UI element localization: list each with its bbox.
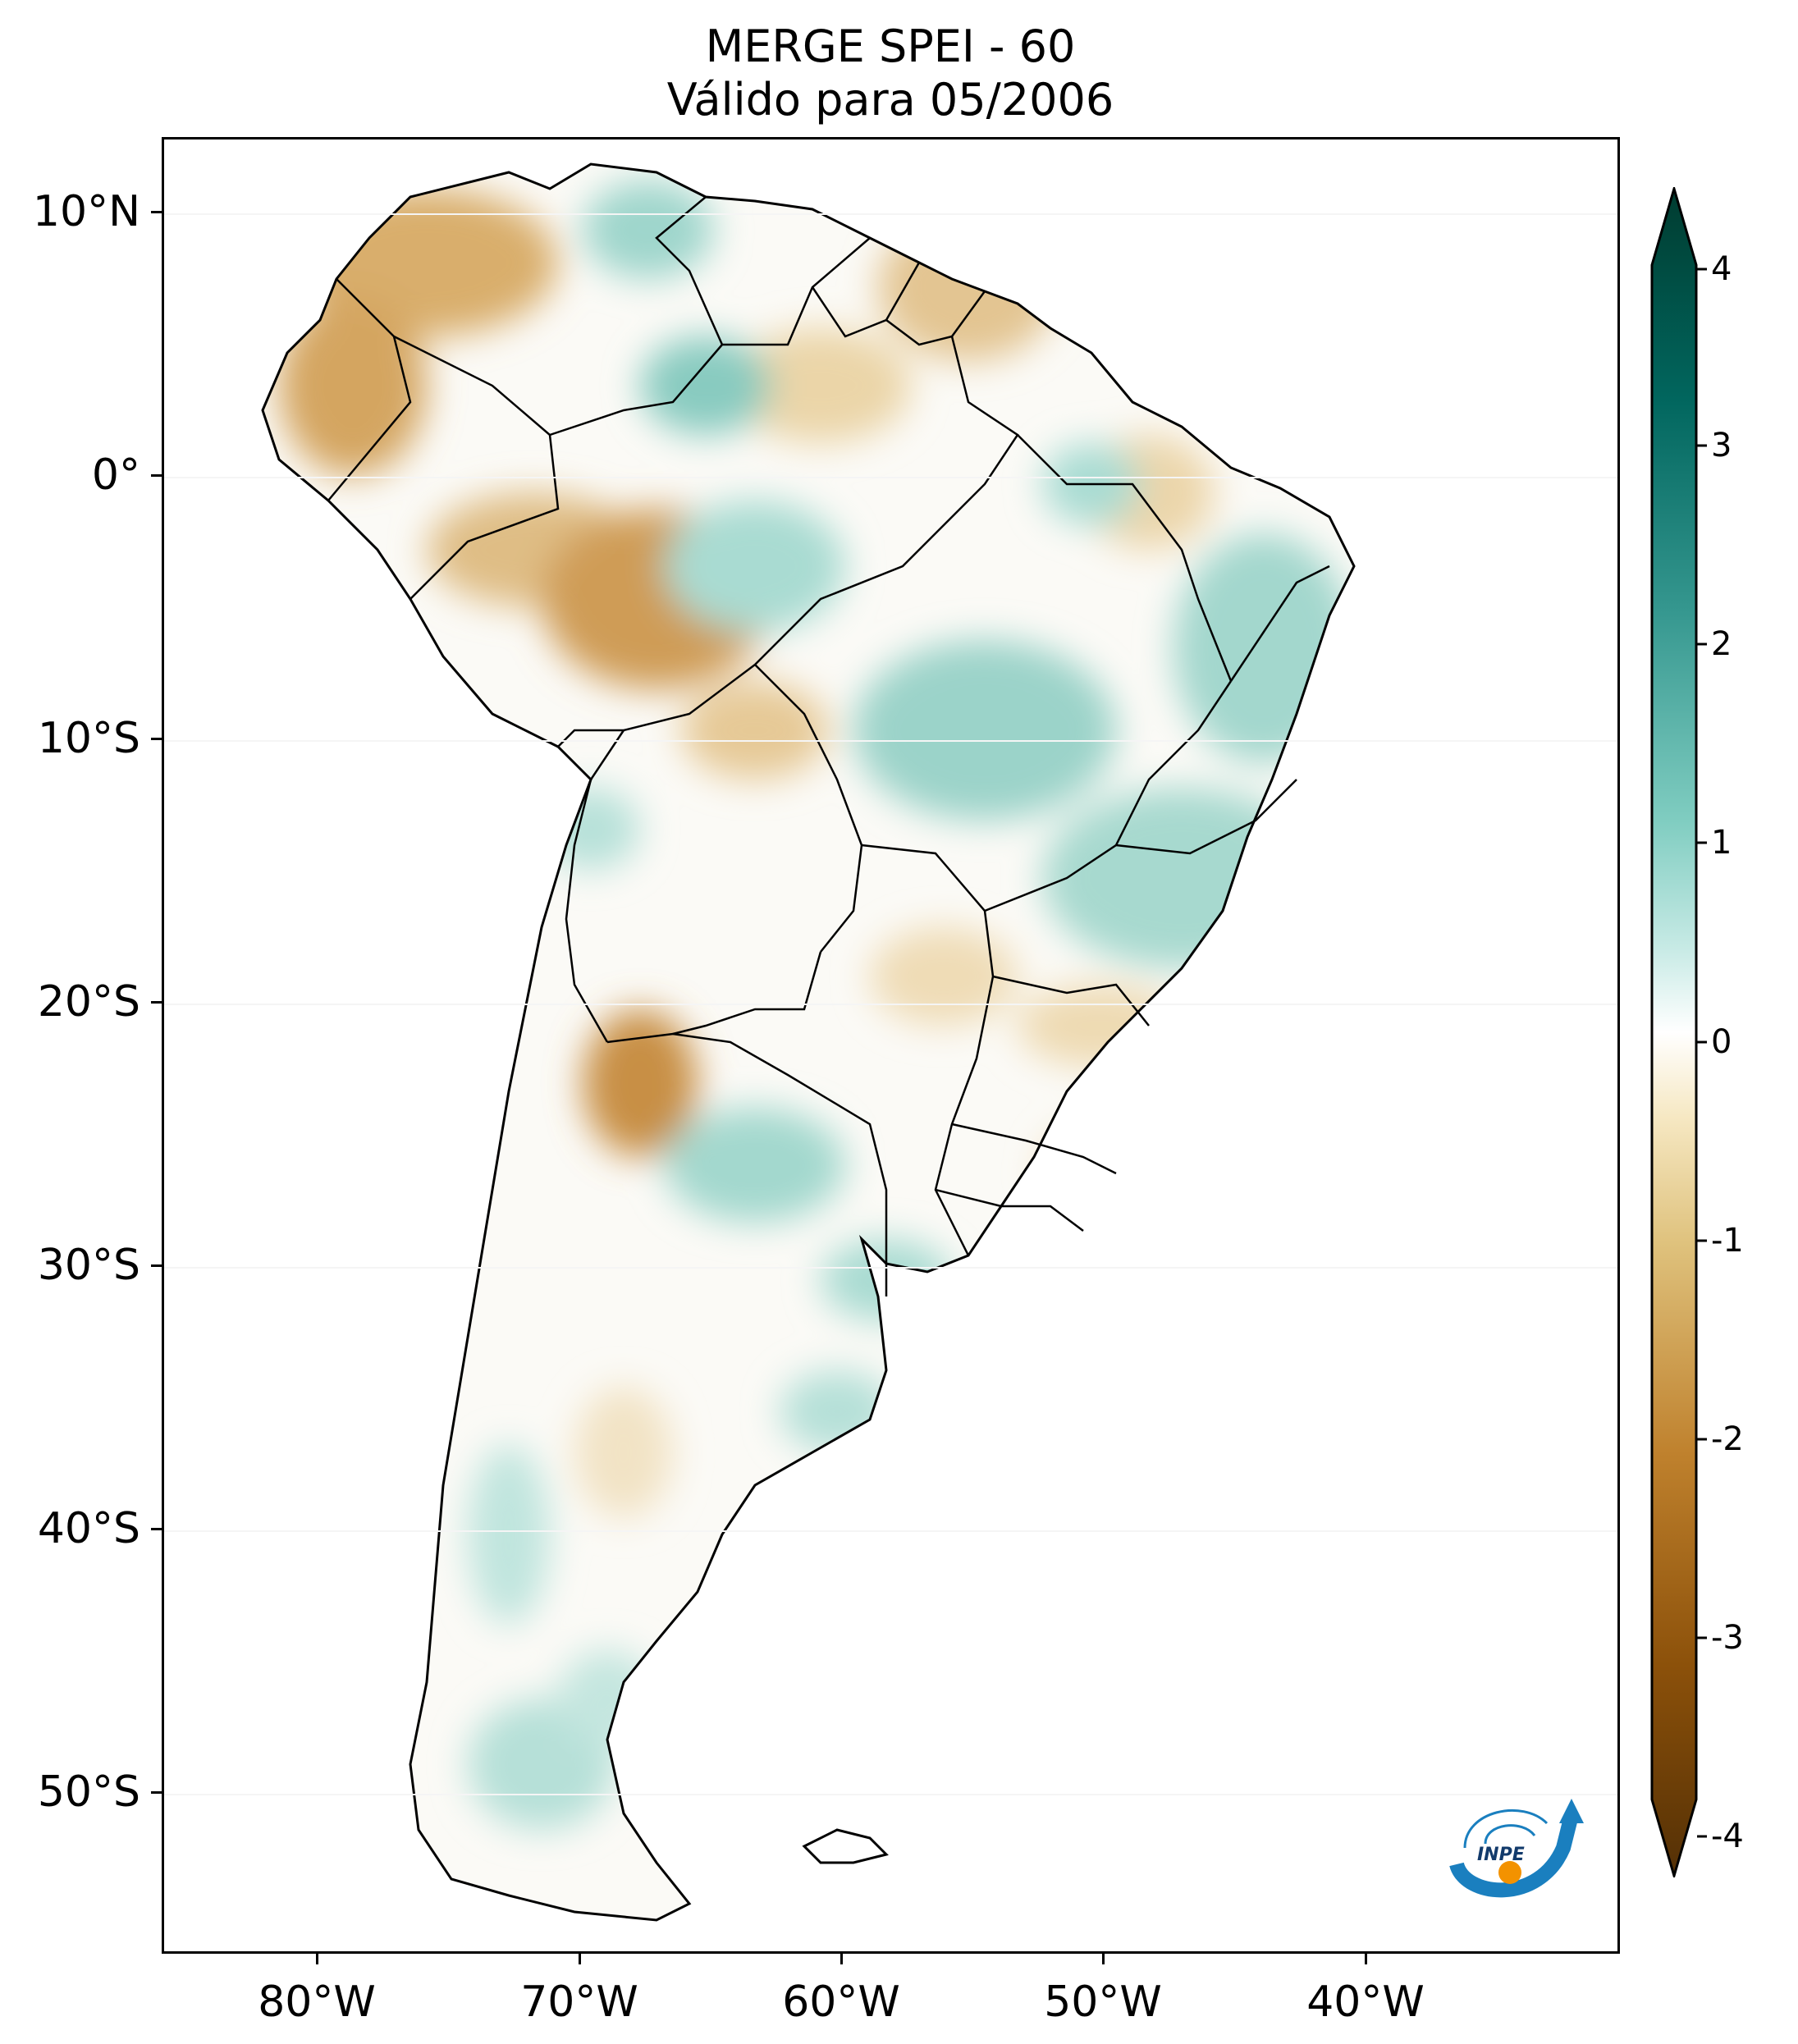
- lat-tick: [151, 1001, 162, 1004]
- lat-label-10n: 10°N: [32, 187, 140, 236]
- colorbar-tick: [1697, 1636, 1707, 1639]
- inpe-logo-icon: INPE: [1440, 1790, 1584, 1901]
- lat-tick: [151, 738, 162, 740]
- lon-tick: [579, 1954, 581, 1964]
- lat-label-30s: 30°S: [37, 1241, 140, 1290]
- lat-tick: [151, 1264, 162, 1267]
- colorbar-tick: [1697, 841, 1707, 844]
- lon-label-60w: 60°W: [782, 1978, 900, 2027]
- lon-label-70w: 70°W: [520, 1978, 638, 2027]
- lon-tick: [1365, 1954, 1367, 1964]
- colorbar-tick: [1697, 444, 1707, 447]
- lat-tick: [151, 1528, 162, 1530]
- colorbar-label: -4: [1711, 1818, 1744, 1855]
- lat-tick: [151, 474, 162, 477]
- lon-tick: [840, 1954, 843, 1964]
- lon-label-40w: 40°W: [1306, 1978, 1425, 2027]
- colorbar-label: -2: [1711, 1420, 1744, 1458]
- colorbar-label: 3: [1711, 427, 1732, 464]
- lat-tick: [151, 1791, 162, 1794]
- political-borders: [327, 196, 1330, 1296]
- colorbar-label: 2: [1711, 625, 1732, 663]
- colorbar-label: 4: [1711, 250, 1732, 288]
- colorbar-tick: [1697, 1040, 1707, 1044]
- colorbar-tick: [1697, 1239, 1707, 1242]
- lat-label-0: 0°: [91, 450, 140, 500]
- lon-tick: [1102, 1954, 1105, 1964]
- lat-label-20s: 20°S: [37, 977, 140, 1027]
- svg-text:INPE: INPE: [1477, 1845, 1525, 1865]
- colorbar: [1649, 184, 1732, 1881]
- colorbar-label: -1: [1711, 1222, 1744, 1260]
- colorbar-label: -3: [1711, 1619, 1744, 1657]
- map-title: MERGE SPEI - 60: [705, 21, 1076, 72]
- lat-label-10s: 10°S: [37, 714, 140, 763]
- south-america-map: [164, 162, 1617, 1922]
- lat-label-40s: 40°S: [37, 1504, 140, 1553]
- map-subtitle-date: Válido para 05/2006: [666, 74, 1114, 126]
- lon-label-50w: 50°W: [1044, 1978, 1162, 2027]
- lat-tick: [151, 211, 162, 213]
- colorbar-label: 1: [1711, 824, 1732, 862]
- spei-field: [279, 181, 1354, 1830]
- graticule: [164, 213, 1617, 1795]
- colorbar-tick: [1697, 1438, 1707, 1441]
- colorbar-tick: [1697, 268, 1707, 271]
- colorbar-label: 0: [1711, 1023, 1732, 1061]
- colorbar-tick: [1697, 1835, 1707, 1838]
- map-panel[interactable]: [162, 137, 1620, 1954]
- colorbar-tick: [1697, 642, 1707, 646]
- lon-tick: [316, 1954, 318, 1964]
- lon-label-80w: 80°W: [258, 1978, 376, 2027]
- lat-label-50s: 50°S: [37, 1767, 140, 1817]
